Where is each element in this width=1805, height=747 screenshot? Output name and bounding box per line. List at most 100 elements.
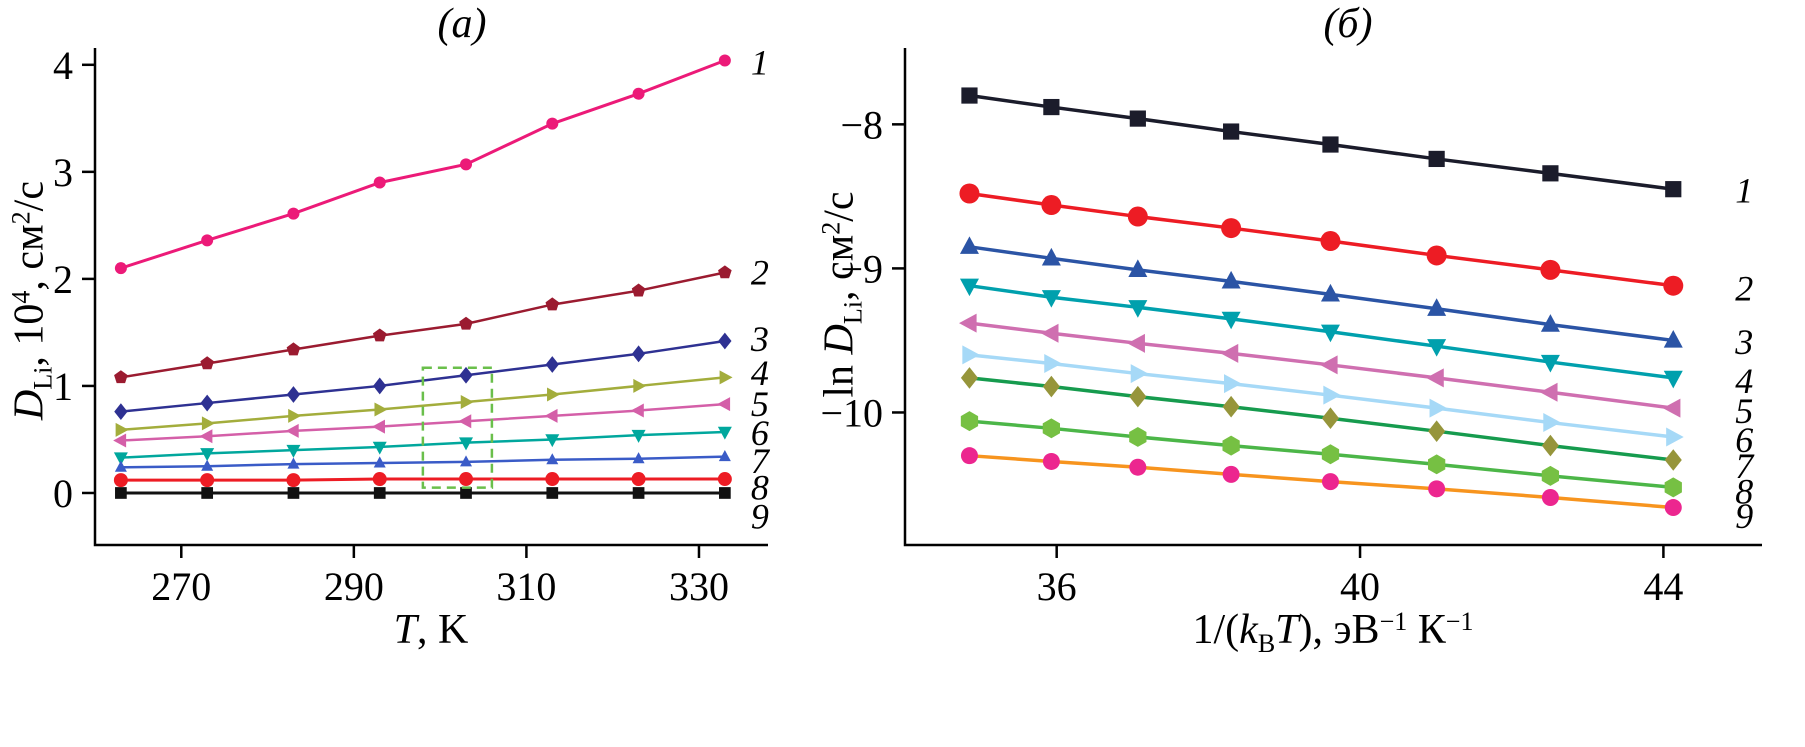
data-point-marker [113,452,128,466]
series-line [969,93,1674,191]
data-point-marker [1539,382,1558,402]
axis-label-segment: T [1275,607,1299,653]
data-point-marker [458,414,472,429]
series-line [969,191,1674,288]
data-point-marker [113,433,127,448]
data-point-marker [200,473,215,488]
series-line [969,321,1674,410]
data-point-marker [460,455,473,467]
data-point-marker [1664,449,1682,471]
data-point-marker [960,447,978,465]
panel-a-series-2: 2 [114,252,769,384]
data-point-marker [1129,110,1146,127]
data-point-marker [201,234,214,247]
data-point-marker [546,117,559,130]
data-point-marker [373,176,386,189]
data-point-marker [962,345,980,365]
data-point-marker [1663,370,1683,389]
series-line [120,271,726,379]
data-point-marker [114,460,127,472]
series-number-label: 8 [1735,472,1753,512]
series-line [120,477,725,482]
panel-a-title: (а) [437,1,487,47]
panel-b-title: (б) [1323,1,1373,47]
x-tick-label: 290 [324,564,384,609]
panel-a-series-1: 1 [114,43,769,275]
data-point-marker [1042,452,1060,470]
data-point-marker [1663,329,1683,348]
data-point-marker [1662,398,1681,418]
data-point-marker [286,342,301,356]
data-point-marker [546,453,559,465]
data-point-marker [1663,275,1684,296]
data-point-marker [1428,480,1446,498]
data-point-marker [1040,323,1059,343]
data-point-marker [631,283,646,297]
axis-label-segment: 4 [6,290,36,304]
panel-b-series-8: 8 [960,411,1753,512]
data-point-marker [1541,488,1559,506]
data-point-marker [1223,123,1240,140]
x-tick-label: 44 [1643,564,1683,609]
data-point-marker [373,456,386,468]
data-point-marker [286,473,301,488]
data-point-marker [1321,473,1339,491]
data-point-marker [1320,355,1338,375]
data-point-marker [200,394,214,412]
data-point-marker [959,236,979,254]
axis-label-segment: 2 [816,221,846,235]
panel-a-y-axis-label: DLi, 104, см2/с [5,41,58,561]
data-point-marker [113,473,128,488]
panel-a-series-8: 8 [113,468,769,508]
data-point-marker [1220,343,1239,363]
data-point-marker [460,487,472,499]
data-point-marker [961,87,978,104]
data-point-marker [460,394,474,409]
series-number-label: 1 [751,43,769,83]
y-tick-label: 2 [53,257,73,302]
data-point-marker [1543,413,1561,433]
y-tick-label: 4 [53,43,73,88]
data-point-marker [372,328,387,342]
data-point-marker [1127,333,1145,353]
data-point-marker [1320,231,1341,252]
data-point-marker [1128,259,1148,277]
series-line [969,419,1674,490]
data-point-marker [1428,454,1446,475]
panel-b-series-5: 5 [959,313,1753,431]
data-point-marker [633,378,647,393]
panel-b-series-4: 4 [959,278,1753,401]
highlight-rect [421,366,494,489]
data-point-marker [718,332,732,350]
series-number-label: 3 [750,319,769,359]
data-point-marker [719,487,731,499]
axis-label-segment: 1/( [1192,607,1240,653]
data-point-marker [1321,444,1340,465]
x-tick-label: 40 [1340,564,1380,609]
axis-label-segment: , K [417,607,469,653]
data-point-marker [960,367,979,389]
y-tick-label: −9 [840,246,883,291]
series-number-label: 2 [751,252,769,292]
series-line [969,353,1674,439]
data-point-marker [1129,426,1147,447]
axis-label-segment: Li [838,301,868,325]
data-point-marker [1041,290,1061,308]
data-point-marker [372,472,387,487]
axis-label-segment: , см [816,234,863,302]
data-point-marker [717,472,732,487]
data-point-marker [201,487,214,499]
data-point-marker [631,472,646,487]
data-point-marker [1127,206,1148,227]
data-point-marker [114,262,127,275]
data-point-marker [200,448,215,462]
data-point-marker [1223,374,1242,394]
data-point-marker [201,416,215,431]
axis-label-segment: ln [816,354,863,398]
data-point-marker [1130,364,1149,384]
data-point-marker [1321,407,1340,430]
series-line [120,59,726,270]
series-line [120,455,725,469]
